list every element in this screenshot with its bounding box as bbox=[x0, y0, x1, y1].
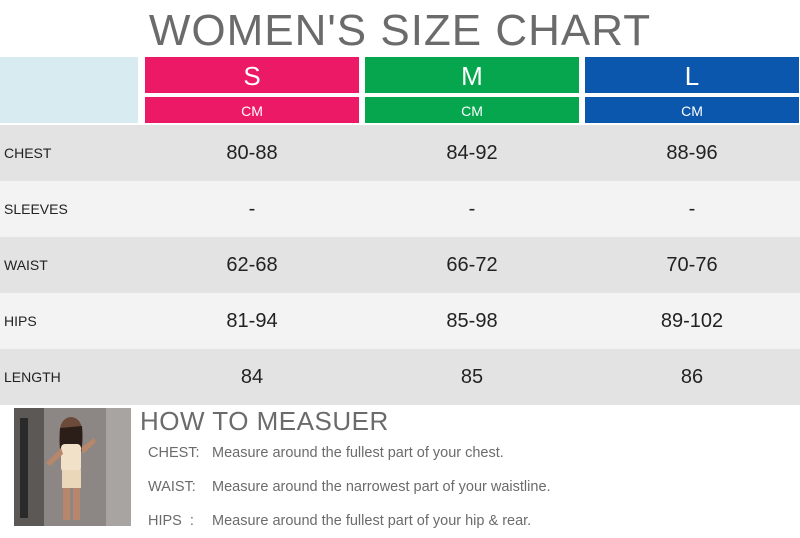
table-cell: 81-94 bbox=[226, 310, 278, 332]
how-to-measure-title: HOW TO MEASUER bbox=[140, 406, 389, 436]
table-cell: 62-68 bbox=[226, 254, 278, 276]
measure-text: Measure around the fullest part of your … bbox=[212, 445, 504, 461]
table-cell: 80-88 bbox=[226, 142, 278, 164]
table-cell: - bbox=[468, 198, 476, 220]
row-label: SLEEVES bbox=[4, 201, 68, 217]
table-cell: 88-96 bbox=[666, 142, 718, 164]
table-cell: 84 bbox=[240, 366, 264, 388]
table-row-chest: CHEST 80-88 84-92 88-96 bbox=[0, 125, 800, 181]
measure-instruction-chest: CHEST: Measure around the fullest part o… bbox=[148, 445, 504, 461]
table-cell: 66-72 bbox=[446, 254, 498, 276]
table-row-hips: HIPS 81-94 85-98 89-102 bbox=[0, 293, 800, 349]
measure-instruction-hips: HIPS : Measure around the fullest part o… bbox=[148, 513, 531, 529]
row-label: HIPS bbox=[4, 313, 37, 329]
measure-label: WAIST: bbox=[148, 479, 196, 495]
unit-header-l: CM bbox=[585, 97, 799, 123]
size-header-l: L bbox=[585, 57, 799, 93]
table-cell: 70-76 bbox=[666, 254, 718, 276]
table-row-waist: WAIST 62-68 66-72 70-76 bbox=[0, 237, 800, 293]
table-cell: 89-102 bbox=[660, 310, 724, 332]
table-cell: 85 bbox=[460, 366, 484, 388]
size-header-s: S bbox=[145, 57, 359, 93]
row-label: CHEST bbox=[4, 145, 52, 161]
measure-text: Measure around the narrowest part of you… bbox=[212, 479, 551, 495]
table-cell: 84-92 bbox=[446, 142, 498, 164]
model-photo bbox=[14, 408, 131, 526]
size-header-m: M bbox=[365, 57, 579, 93]
row-label: LENGTH bbox=[4, 369, 61, 385]
table-cell: - bbox=[248, 198, 256, 220]
table-cell: 86 bbox=[680, 366, 704, 388]
table-cell: - bbox=[688, 198, 696, 220]
measure-label: CHEST: bbox=[148, 445, 200, 461]
table-row-sleeves: SLEEVES - - - bbox=[0, 181, 800, 237]
table-row-length: LENGTH 84 85 86 bbox=[0, 349, 800, 405]
unit-header-m: CM bbox=[365, 97, 579, 123]
unit-header-s: CM bbox=[145, 97, 359, 123]
row-label: WAIST bbox=[4, 257, 48, 273]
header-corner-cell bbox=[0, 57, 138, 123]
measure-text: Measure around the fullest part of your … bbox=[212, 513, 532, 529]
measure-label: HIPS : bbox=[148, 513, 194, 529]
chart-title: WOMEN'S SIZE CHART bbox=[148, 6, 652, 55]
table-cell: 85-98 bbox=[446, 310, 498, 332]
measure-instruction-waist: WAIST: Measure around the narrowest part… bbox=[148, 479, 551, 495]
